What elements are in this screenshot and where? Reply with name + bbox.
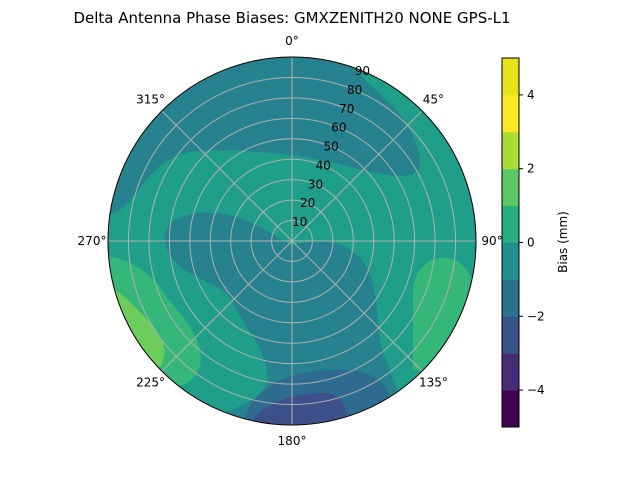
colorbar-tick-label: 4	[527, 88, 535, 102]
colorbar	[502, 58, 519, 428]
colorbar-ticks: −4 −2 0 2 4	[519, 88, 545, 397]
angle-tick-label: 225°	[136, 375, 165, 389]
radial-tick-label: 60	[331, 121, 346, 135]
colorbar-band	[502, 94, 519, 133]
grid-spoke	[161, 110, 293, 242]
angle-tick-label: 0°	[285, 34, 299, 48]
polar-grid	[107, 56, 477, 426]
angle-tick-label: 180°	[278, 434, 307, 448]
radial-tick-label: 70	[339, 102, 354, 116]
colorbar-band	[502, 58, 519, 96]
angle-tick-label: 270°	[78, 234, 107, 248]
colorbar-label: Bias (mm)	[556, 211, 570, 273]
band-1-to-2-east	[413, 257, 476, 375]
radial-tick-label: 90	[355, 64, 370, 78]
radial-tick-label: 20	[300, 196, 315, 210]
angle-tick-label: 135°	[419, 375, 448, 389]
band-neg3-to-neg2-south	[245, 392, 348, 425]
grid-spoke	[291, 240, 423, 372]
colorbar-band	[502, 353, 519, 391]
colorbar-band	[502, 131, 519, 170]
colorbar-tick-label: 2	[527, 162, 535, 176]
colorbar-band	[502, 390, 519, 428]
colorbar-tick-label: 0	[527, 236, 535, 250]
angle-tick-label: 90°	[481, 234, 502, 248]
colorbar-tick-label: −4	[527, 383, 545, 397]
colorbar-band	[502, 316, 519, 354]
polar-frame	[107, 56, 477, 426]
colorbar-band	[502, 168, 519, 207]
colorbar-band	[502, 205, 519, 243]
radial-tick-label: 10	[292, 215, 307, 229]
chart-title: Delta Antenna Phase Biases: GMXZENITH20 …	[73, 9, 510, 27]
grid-spoke	[161, 240, 293, 372]
angle-tick-label: 45°	[423, 93, 444, 107]
radial-tick-label: 40	[316, 158, 331, 172]
radial-tick-labels: 10 20 30 40 50 60 70 80 90	[292, 64, 370, 229]
colorbar-tick-label: −2	[527, 309, 545, 323]
colorbar-band	[502, 279, 519, 317]
radial-tick-label: 80	[347, 83, 362, 97]
grid-spoke	[291, 110, 423, 242]
colorbar-band	[502, 242, 519, 280]
angle-tick-labels: 0° 45° 90° 135° 180° 225° 270° 315°	[78, 34, 503, 448]
angle-tick-label: 315°	[136, 93, 165, 107]
radial-tick-label: 50	[323, 140, 338, 154]
radial-tick-label: 30	[308, 177, 323, 191]
